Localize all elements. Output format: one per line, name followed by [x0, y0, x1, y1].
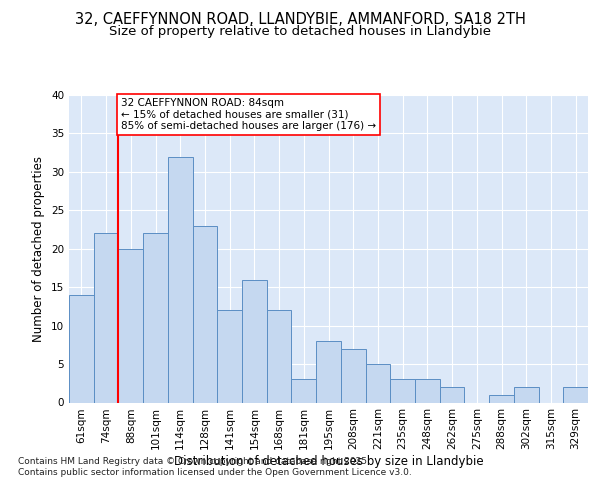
- Bar: [390, 380, 415, 402]
- Bar: [341, 348, 365, 403]
- Bar: [365, 364, 390, 403]
- Bar: [489, 395, 514, 402]
- Text: Size of property relative to detached houses in Llandybie: Size of property relative to detached ho…: [109, 25, 491, 38]
- Y-axis label: Number of detached properties: Number of detached properties: [32, 156, 46, 342]
- Text: Contains HM Land Registry data © Crown copyright and database right 2025.
Contai: Contains HM Land Registry data © Crown c…: [18, 458, 412, 477]
- Bar: [563, 387, 588, 402]
- X-axis label: Distribution of detached houses by size in Llandybie: Distribution of detached houses by size …: [173, 455, 484, 468]
- Bar: [415, 380, 440, 402]
- Bar: [193, 226, 217, 402]
- Bar: [514, 387, 539, 402]
- Bar: [69, 295, 94, 403]
- Bar: [168, 156, 193, 402]
- Bar: [217, 310, 242, 402]
- Bar: [267, 310, 292, 402]
- Text: 32, CAEFFYNNON ROAD, LLANDYBIE, AMMANFORD, SA18 2TH: 32, CAEFFYNNON ROAD, LLANDYBIE, AMMANFOR…: [74, 12, 526, 28]
- Bar: [242, 280, 267, 402]
- Bar: [316, 341, 341, 402]
- Bar: [118, 248, 143, 402]
- Bar: [440, 387, 464, 402]
- Text: 32 CAEFFYNNON ROAD: 84sqm
← 15% of detached houses are smaller (31)
85% of semi-: 32 CAEFFYNNON ROAD: 84sqm ← 15% of detac…: [121, 98, 376, 132]
- Bar: [94, 234, 118, 402]
- Bar: [292, 380, 316, 402]
- Bar: [143, 234, 168, 402]
